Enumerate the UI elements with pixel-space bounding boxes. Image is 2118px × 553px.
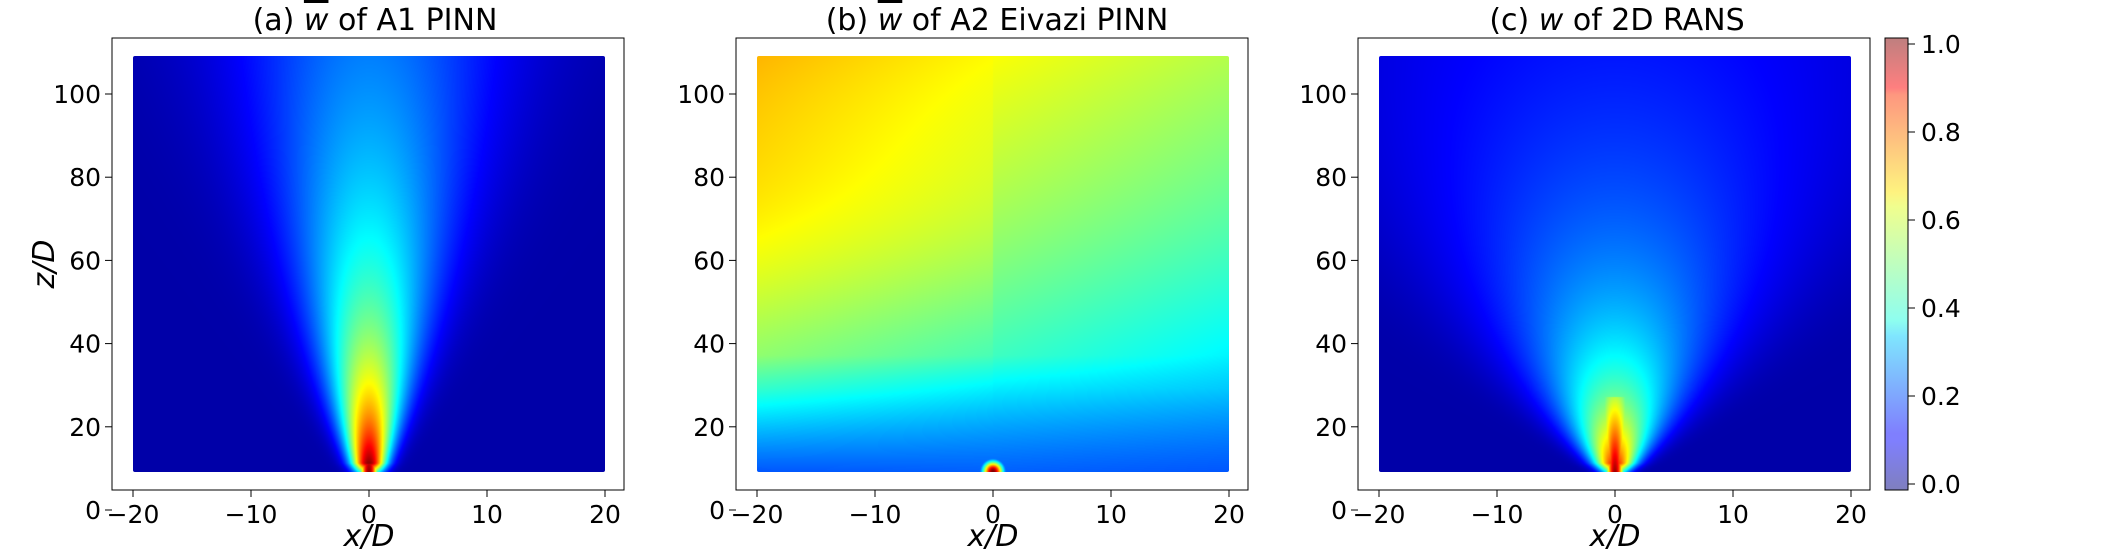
panel-c-xtick-label-0: −20 [1353,500,1406,529]
panel-c-xtick-label-3: 10 [1717,500,1749,529]
panel-c-ytick-label-5: 100 [1299,80,1347,109]
panel-a-ylabel: z/D [27,240,62,290]
colorbar-ticks: 1.0 0.8 0.6 0.4 0.2 0.0 [1908,30,1961,499]
colorbar-tick-label-4: 0.2 [1921,382,1961,411]
colorbar-tick-label-1: 0.8 [1921,118,1961,147]
panel-b-ytick-label-1: 20 [693,413,725,442]
panel-a-xtick-label-1: −10 [225,500,278,529]
panel-b-ytick-label-5: 100 [677,80,725,109]
panel-c-ytick-label-1: 20 [1315,413,1347,442]
panel-a-xtick-label-4: 20 [589,500,621,529]
panel-b-ytick-label-4: 80 [693,163,725,192]
panel-b-axes: −20 −10 0 10 20 0 20 40 60 80 100 [677,80,1245,529]
panel-b-title-var: w [878,3,903,38]
panel-c-xlabel: x/D [1589,519,1641,553]
panel-b-xtick-label-2: 0 [985,500,1001,529]
panel-b: (b) w of A2 Eivazi PINN −20 −10 0 10 20 0 20 40… [677,3,1249,553]
colorbar: 1.0 0.8 0.6 0.4 0.2 0.0 [1884,30,1961,499]
panel-a-ytick-label-1: 20 [69,413,101,442]
panel-c-xtick-label-2: 0 [1607,500,1623,529]
panel-c-ytick-label-2: 40 [1315,330,1347,359]
panel-a: (a) w of A1 PINN −20 −10 0 10 20 0 20 40 60 80 100… [27,3,625,553]
panel-b-ytick-label-0: 0 [709,496,725,525]
colorbar-tick-label-2: 0.6 [1921,206,1961,235]
panel-a-ytick-label-2: 40 [69,330,101,359]
panel-c-heatmap [1379,56,1851,472]
panel-b-ytick-label-3: 60 [693,246,725,275]
panel-b-xtick-label-0: −20 [731,500,784,529]
panel-a-canvas [133,56,605,472]
panel-b-xlabel: x/D [967,519,1019,553]
panel-c-ytick-label-0: 0 [1331,496,1347,525]
panel-a-xlabel: x/D [343,519,395,553]
panel-a-title-var: w [304,3,329,38]
panel-b-ytick-label-2: 40 [693,330,725,359]
panel-b-xtick-label-3: 10 [1095,500,1127,529]
panel-c-xtick-label-4: 20 [1835,500,1867,529]
panel-a-axes: −20 −10 0 10 20 0 20 40 60 80 100 [53,80,621,529]
panel-a-ytick-label-5: 100 [53,80,101,109]
panel-a-ytick-label-0: 0 [85,496,101,525]
panel-a-xtick-label-0: −20 [107,500,160,529]
colorbar-tick-label-0: 1.0 [1921,30,1961,59]
panel-c-ytick-label-3: 60 [1315,246,1347,275]
panel-b-canvas [757,56,1229,472]
panel-b-xtick-label-1: −10 [849,500,902,529]
panel-c-title-var: w [1539,3,1564,38]
panel-c-canvas [1379,56,1851,472]
colorbar-tick-label-3: 0.4 [1921,294,1961,323]
panel-b-heatmap [757,56,1229,472]
colorbar-tick-label-5: 0.0 [1921,470,1961,499]
panel-b-title: (b) w of A2 Eivazi PINN [826,3,1169,38]
panel-c-xtick-label-1: −10 [1471,500,1524,529]
panel-a-title: (a) w of A1 PINN [253,3,498,38]
panel-c-ytick-label-4: 80 [1315,163,1347,192]
panel-a-xtick-label-3: 10 [471,500,503,529]
panel-a-ytick-label-3: 60 [69,246,101,275]
panel-c-title: (c) w of 2D RANS [1489,3,1744,38]
panel-a-heatmap [133,56,605,472]
panel-a-ytick-label-4: 80 [69,163,101,192]
colorbar-gradient [1885,38,1908,490]
panel-a-xtick-label-2: 0 [361,500,377,529]
panel-b-xtick-label-4: 20 [1213,500,1245,529]
panel-c: (c) w of 2D RANS −20 −10 0 10 20 0 20 40 60 80 100… [1299,3,1871,553]
panel-c-axes: −20 −10 0 10 20 0 20 40 60 80 100 [1299,80,1867,529]
colorbar-frame [1884,37,1909,491]
